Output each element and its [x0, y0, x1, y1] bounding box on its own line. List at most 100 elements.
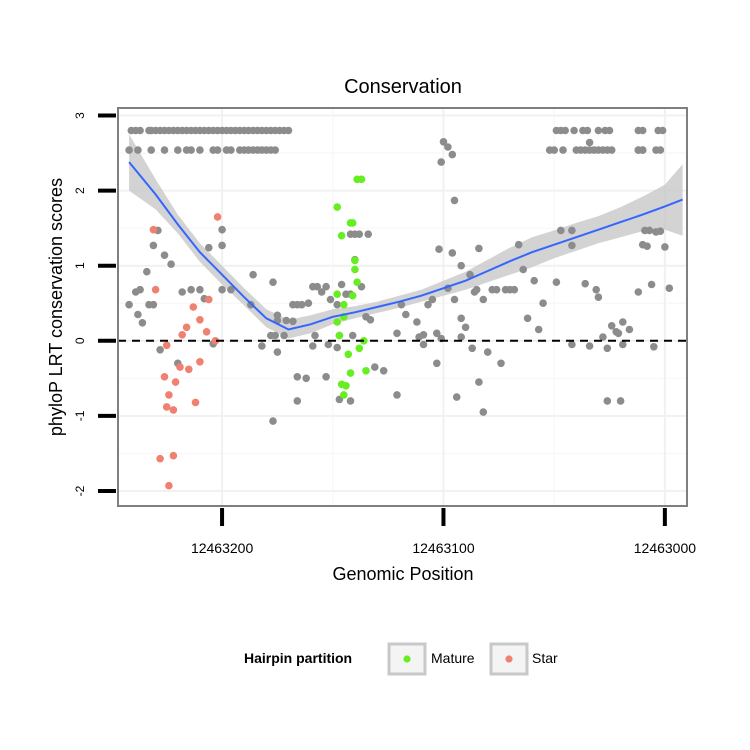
point-other [143, 267, 151, 276]
point-other [452, 393, 461, 401]
point-other [638, 126, 647, 135]
point-other [419, 340, 428, 349]
point-other [138, 319, 147, 327]
point-mature [346, 369, 355, 377]
point-other [196, 285, 204, 294]
point-other [457, 333, 466, 341]
point-star [162, 341, 171, 350]
point-other [530, 276, 538, 285]
point-other [444, 143, 452, 151]
point-other [466, 270, 474, 279]
axes: -2 -1 0 1 2 3 12463200 12463100 12463000 [73, 112, 696, 556]
point-other [134, 146, 142, 154]
point-other [280, 331, 288, 340]
point-other [284, 126, 293, 135]
point-star [151, 285, 160, 294]
point-other [647, 280, 656, 289]
point-other [435, 245, 443, 253]
legend-label-mature: Mature [431, 650, 475, 666]
point-other [269, 417, 277, 425]
point-other [134, 310, 142, 319]
point-other [607, 322, 616, 330]
plot-frame [117, 107, 688, 507]
point-other [479, 408, 488, 416]
point-star [162, 403, 171, 411]
point-other [326, 295, 335, 304]
point-star [196, 358, 204, 366]
point-other [136, 126, 144, 135]
point-other [625, 325, 634, 334]
point-other [149, 241, 158, 250]
point-other [492, 285, 501, 294]
point-other [402, 310, 410, 319]
point-other [187, 146, 195, 154]
point-other [397, 300, 406, 309]
y-tick-label: -1 [73, 410, 87, 421]
point-other [523, 314, 532, 323]
point-other [337, 280, 346, 289]
point-other [156, 346, 164, 354]
point-other [364, 230, 373, 238]
point-other [479, 295, 488, 304]
point-other [599, 333, 607, 341]
point-star [176, 363, 184, 371]
point-other [450, 196, 459, 205]
legend-swatch-mature [403, 655, 411, 663]
y-tick-label: 0 [73, 337, 87, 344]
point-other [348, 331, 357, 340]
point-other [483, 348, 492, 356]
point-other [293, 397, 302, 405]
point-other [475, 244, 483, 253]
point-other [497, 359, 505, 368]
x-tick-label: 12463100 [412, 540, 475, 556]
smooth-line [128, 161, 683, 331]
point-other [585, 342, 594, 350]
point-other [433, 359, 441, 368]
x-tick-label: 12463200 [191, 540, 254, 556]
point-other [205, 243, 213, 252]
point-mature [351, 256, 359, 265]
point-other [324, 340, 333, 349]
point-star [185, 365, 193, 374]
point-other [227, 285, 235, 294]
point-other [298, 300, 306, 309]
point-star [189, 303, 198, 311]
point-mature [333, 290, 342, 299]
point-star [165, 391, 173, 399]
y-tick-label: 3 [73, 112, 87, 119]
y-tick-label: 1 [73, 262, 87, 269]
point-other [470, 288, 479, 296]
point-other [616, 397, 625, 405]
point-other [346, 397, 355, 405]
point-other [550, 146, 558, 154]
point-other [428, 295, 437, 304]
point-star [191, 398, 200, 407]
point-other [568, 226, 576, 235]
point-other [333, 343, 342, 352]
point-star [165, 481, 173, 490]
point-other [174, 146, 182, 154]
point-other [317, 288, 326, 296]
point-other [514, 240, 523, 249]
point-other [293, 373, 302, 381]
point-other [457, 261, 466, 270]
point-other [658, 126, 667, 135]
point-star [202, 328, 211, 336]
point-other [568, 340, 576, 349]
point-other [413, 318, 421, 326]
point-other [289, 317, 297, 326]
point-star [169, 406, 178, 414]
point-other [333, 300, 342, 309]
confidence-band [129, 134, 683, 339]
point-other [581, 279, 589, 288]
point-mature [333, 318, 342, 326]
point-other [468, 344, 477, 353]
point-star [211, 337, 220, 345]
point-mature [335, 331, 344, 340]
point-mature [333, 203, 342, 211]
point-star [213, 213, 222, 221]
point-other [557, 226, 565, 235]
point-other [282, 316, 291, 325]
data-points [125, 126, 674, 490]
